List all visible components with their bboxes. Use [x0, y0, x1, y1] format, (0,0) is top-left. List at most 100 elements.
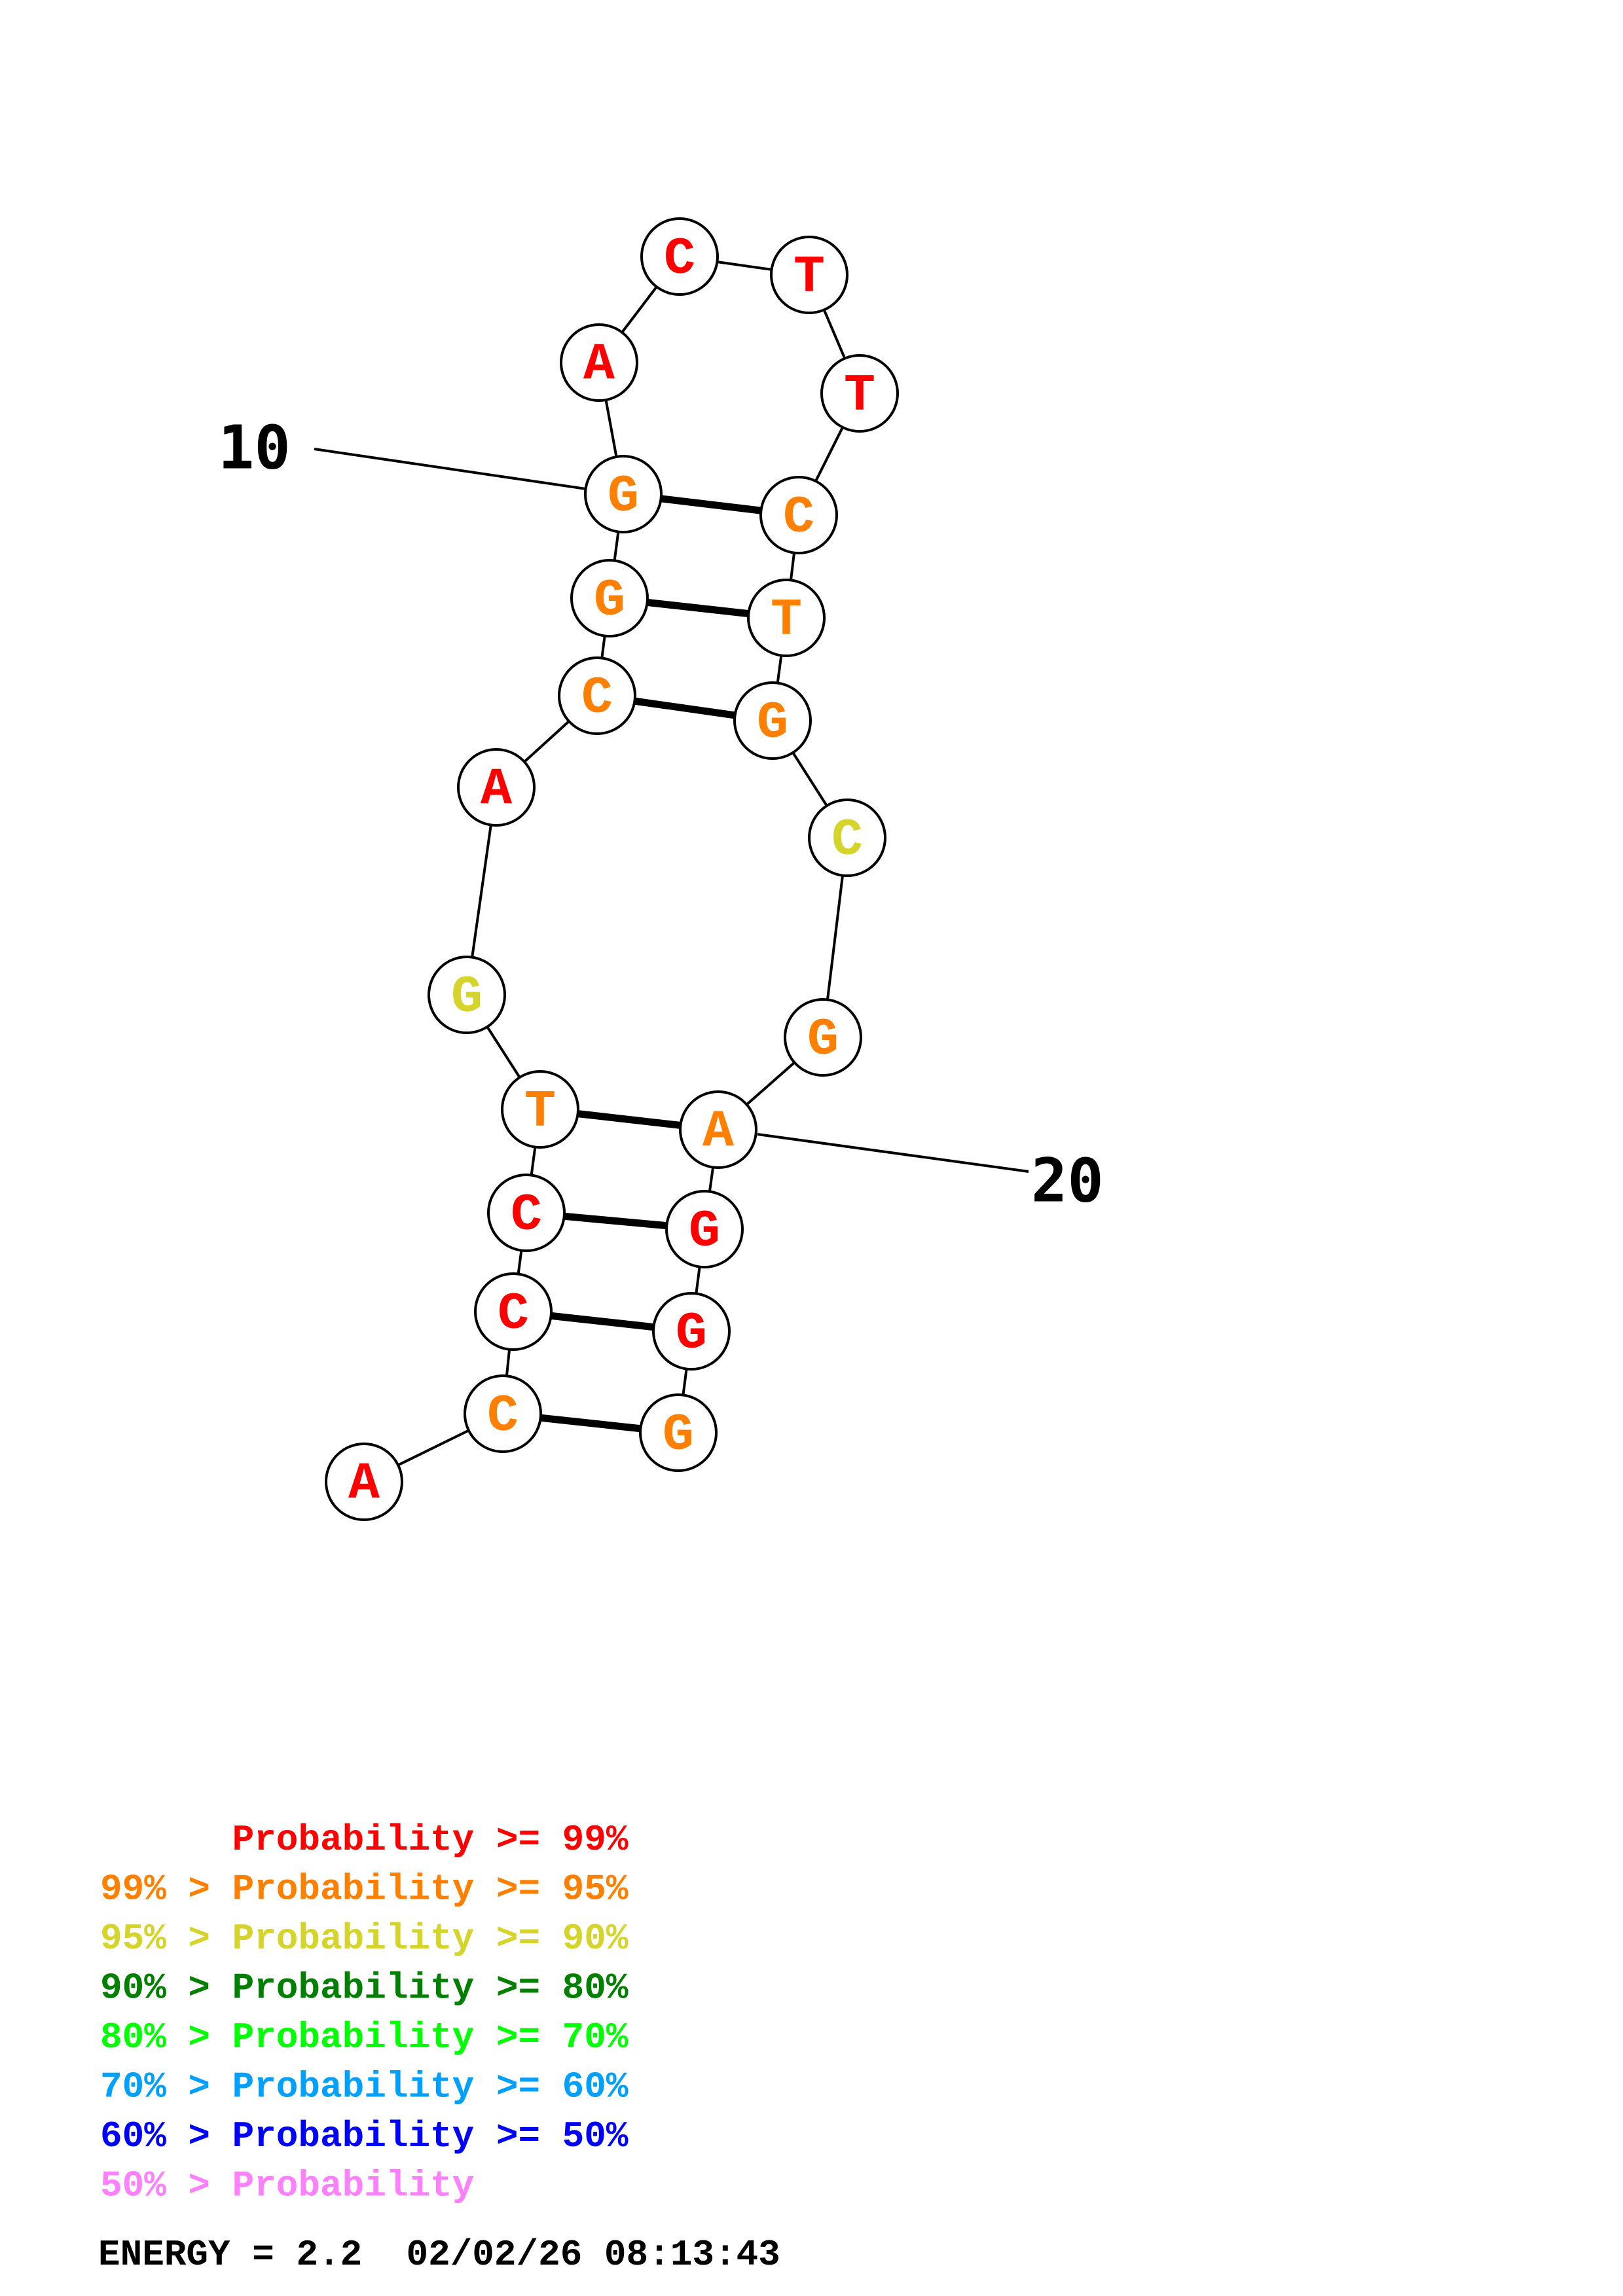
- nucleotide-17: G: [733, 681, 812, 760]
- legend-row: 70% > Probability >= 60%: [100, 2066, 629, 2108]
- nucleotide-circle: [487, 1174, 566, 1252]
- legend-text: Probability >= 99%: [232, 1819, 629, 1861]
- nucleotide-letter: C: [664, 230, 695, 289]
- nucleotide-letter: A: [702, 1103, 735, 1162]
- nucleotide-circle: [428, 956, 506, 1034]
- nucleotide-letter: T: [524, 1083, 556, 1142]
- nucleotide-circle: [759, 476, 838, 554]
- nucleotide-circle: [639, 1393, 718, 1472]
- energy-timestamp: ENERGY = 2.2 02/02/26 08:13:43: [98, 2234, 780, 2276]
- legend-row: 95% > Probability >= 90%: [100, 1918, 629, 1960]
- nucleotide-circle: [457, 748, 536, 827]
- nucleotide-13: T: [770, 236, 848, 314]
- nucleotide-circle: [808, 798, 886, 877]
- nucleotide-circle: [560, 323, 638, 402]
- nucleotide-18: C: [808, 798, 886, 877]
- position-label: 20: [1031, 1146, 1104, 1216]
- legend-text: Probability >= 60%: [232, 2066, 629, 2108]
- legend-prefix: 99% >: [100, 1869, 232, 1910]
- position-label: 10: [218, 413, 291, 483]
- nucleotide-circle: [558, 656, 636, 735]
- position-label-leaders: [314, 448, 1029, 1173]
- nucleotide-12: C: [640, 217, 719, 296]
- nucleotide-letter: C: [831, 811, 863, 870]
- nucleotide-letter: G: [689, 1202, 720, 1262]
- position-label-leader: [757, 1133, 1029, 1173]
- nucleotide-letter: G: [807, 1011, 839, 1070]
- legend-prefix: 70% >: [100, 2066, 232, 2108]
- nucleotide-11: A: [560, 323, 638, 402]
- nucleotide-letter: G: [451, 968, 483, 1028]
- nucleotide-15: C: [759, 476, 838, 554]
- nucleotide-23: G: [639, 1393, 718, 1472]
- legend-row: Probability >= 99%: [100, 1819, 629, 1861]
- nucleotide-letter: A: [348, 1455, 380, 1515]
- nucleotide-7: A: [457, 748, 536, 827]
- nucleotide-letter: G: [594, 571, 625, 631]
- nucleotide-letter: C: [511, 1186, 542, 1246]
- legend-prefix: 95% >: [100, 1918, 232, 1960]
- backbone: [363, 255, 861, 1483]
- legend-text: Probability >= 70%: [232, 2017, 629, 2058]
- nucleotide-circle: [652, 1292, 731, 1371]
- nucleotide-circle: [570, 559, 649, 637]
- nucleotide-5: T: [501, 1070, 579, 1149]
- nucleotide-16: T: [747, 579, 826, 657]
- nucleotide-14: T: [820, 354, 899, 433]
- legend-prefix: 90% >: [100, 1967, 232, 2009]
- legend-row: 80% > Probability >= 70%: [100, 2017, 629, 2058]
- nucleotide-9: G: [570, 559, 649, 637]
- nucleotide-letter: C: [487, 1387, 519, 1446]
- nucleotide-letter: C: [498, 1285, 529, 1344]
- legend-prefix: 50% >: [100, 2165, 232, 2207]
- nucleotide-circle: [733, 681, 812, 760]
- nucleotide-22: G: [652, 1292, 731, 1371]
- nucleotide-letter: T: [844, 367, 875, 426]
- nucleotide-circle: [325, 1443, 403, 1521]
- legend-text: Probability: [232, 2165, 475, 2207]
- nucleotide-circle: [820, 354, 899, 433]
- nucleotide-letter: C: [581, 669, 613, 728]
- legend-text: Probability >= 80%: [232, 1967, 629, 2009]
- nucleotide-letter: G: [663, 1406, 694, 1465]
- legend-row: 50% > Probability: [100, 2165, 474, 2207]
- nucleotide-circle: [501, 1070, 579, 1149]
- nucleotide-letter: G: [608, 467, 639, 527]
- nucleotide-letter: A: [583, 336, 615, 395]
- legend-text: Probability >= 95%: [232, 1869, 629, 1910]
- nucleotide-circle: [640, 217, 719, 296]
- nucleotide-letter: G: [757, 694, 788, 753]
- legend-prefix: 60% >: [100, 2115, 232, 2157]
- nucleotide-circle: [464, 1374, 542, 1453]
- nucleotide-letter: G: [676, 1304, 707, 1364]
- nucleotide-letter: T: [793, 248, 825, 308]
- probability-legend: Probability >= 99%99% > Probability >= 9…: [100, 1819, 629, 2207]
- legend-text: Probability >= 50%: [232, 2115, 629, 2157]
- nucleotide-circle: [770, 236, 848, 314]
- nucleotide-letter: T: [771, 591, 802, 651]
- nucleotide-10: G: [584, 455, 663, 533]
- nucleotide-8: C: [558, 656, 636, 735]
- nucleotide-1: A: [325, 1443, 403, 1521]
- nucleotide-circle: [679, 1090, 757, 1169]
- position-label-leader: [314, 448, 587, 490]
- position-labels: 10 20: [218, 413, 1104, 1216]
- nucleotide-21: G: [665, 1190, 744, 1268]
- legend-prefix: [100, 1819, 188, 1861]
- legend-text: Probability >= 90%: [232, 1918, 629, 1960]
- nucleotide-6: G: [428, 956, 506, 1034]
- nucleotide-circle: [665, 1190, 744, 1268]
- nucleotide-circle: [747, 579, 826, 657]
- nucleotide-letter: A: [481, 761, 513, 820]
- legend-row: 90% > Probability >= 80%: [100, 1967, 629, 2009]
- nucleotide-4: C: [487, 1174, 566, 1252]
- nucleotide-circle: [474, 1272, 553, 1351]
- nucleotide-circle: [784, 998, 862, 1077]
- nucleotide-letter: C: [783, 488, 814, 548]
- legend-prefix: 80% >: [100, 2017, 232, 2058]
- legend-row: 99% > Probability >= 95%: [100, 1869, 629, 1910]
- nucleotide-circle: [584, 455, 663, 533]
- nucleotide-2: C: [464, 1374, 542, 1453]
